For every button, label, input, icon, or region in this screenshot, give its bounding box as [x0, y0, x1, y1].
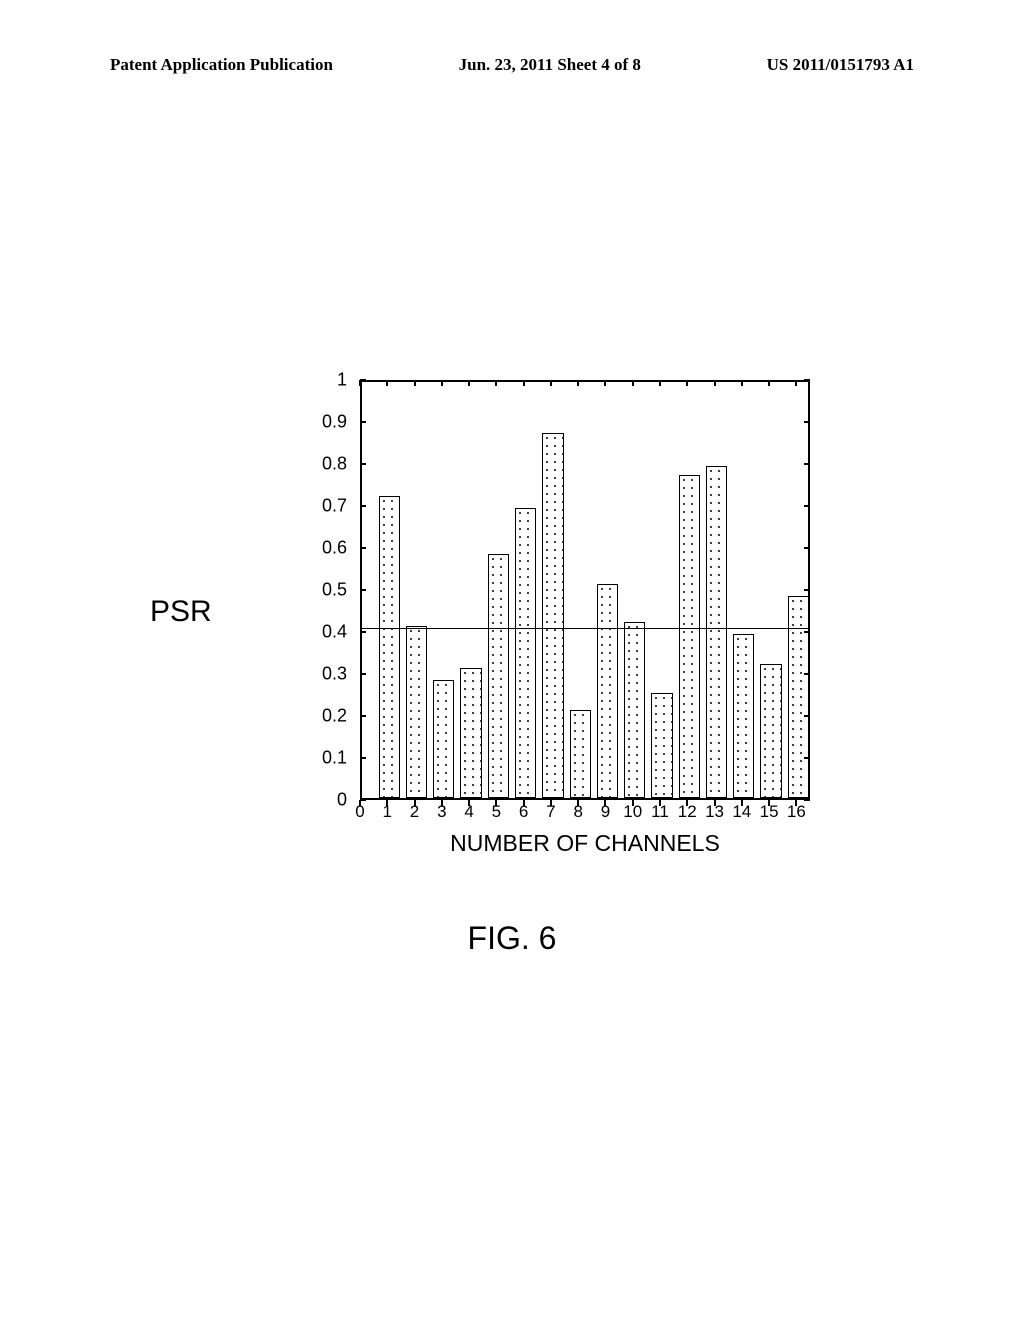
x-tick-mark [768, 800, 770, 806]
y-tick-label: 0.9 [322, 412, 347, 433]
x-tick-mark-top [795, 380, 797, 386]
y-tick-mark [360, 505, 366, 507]
bar [706, 466, 727, 798]
x-tick-mark [523, 800, 525, 806]
bar [679, 475, 700, 798]
x-tick-mark [386, 800, 388, 806]
y-tick-mark [360, 421, 366, 423]
x-tick-mark-top [659, 380, 661, 386]
x-tick-mark [632, 800, 634, 806]
x-tick-mark [550, 800, 552, 806]
threshold-line [362, 628, 810, 630]
bar [788, 596, 809, 798]
y-tick-mark-right [804, 463, 810, 465]
y-tick-label: 0 [337, 790, 347, 811]
x-tick-mark-top [441, 380, 443, 386]
bar [542, 433, 563, 798]
x-tick-mark [659, 800, 661, 806]
x-tick-mark [795, 800, 797, 806]
y-tick-mark-right [804, 757, 810, 759]
bar [460, 668, 481, 798]
x-tick-mark-top [359, 380, 361, 386]
bar [733, 634, 754, 798]
header-center: Jun. 23, 2011 Sheet 4 of 8 [459, 55, 641, 75]
y-tick-mark-right [804, 715, 810, 717]
y-tick-label: 0.7 [322, 496, 347, 517]
x-axis-label: NUMBER OF CHANNELS [360, 830, 810, 857]
y-tick-mark-right [804, 673, 810, 675]
y-tick-label: 0.8 [322, 454, 347, 475]
header-right: US 2011/0151793 A1 [767, 55, 914, 75]
x-tick-mark [577, 800, 579, 806]
y-tick-label: 0.3 [322, 664, 347, 685]
x-tick-mark [714, 800, 716, 806]
x-tick-mark-top [523, 380, 525, 386]
y-tick-label: 0.5 [322, 580, 347, 601]
y-tick-mark-right [804, 505, 810, 507]
bar [624, 622, 645, 798]
bar [488, 554, 509, 798]
y-tick-mark [360, 631, 366, 633]
y-tick-label: 1 [337, 370, 347, 391]
y-tick-label: 0.2 [322, 706, 347, 727]
y-tick-mark-right [804, 421, 810, 423]
x-tick-mark-top [577, 380, 579, 386]
page-header: Patent Application Publication Jun. 23, … [0, 55, 1024, 75]
x-tick-mark-top [714, 380, 716, 386]
x-tick-mark-top [741, 380, 743, 386]
bar [433, 680, 454, 798]
x-tick-mark [741, 800, 743, 806]
plot-area [360, 380, 810, 800]
bar [760, 664, 781, 798]
x-tick-mark [414, 800, 416, 806]
x-tick-mark [686, 800, 688, 806]
bar [379, 496, 400, 798]
y-tick-mark [360, 589, 366, 591]
figure-caption: FIG. 6 [0, 920, 1024, 957]
y-axis-ticks: 00.10.20.30.40.50.60.70.80.91 [305, 380, 355, 800]
x-tick-mark [359, 800, 361, 806]
y-axis-label: PSR [150, 595, 212, 629]
y-tick-mark-right [804, 547, 810, 549]
x-tick-mark [441, 800, 443, 806]
y-tick-mark-right [804, 631, 810, 633]
y-tick-mark [360, 463, 366, 465]
bar [570, 710, 591, 798]
x-tick-mark [604, 800, 606, 806]
header-left: Patent Application Publication [110, 55, 333, 75]
x-tick-mark-top [414, 380, 416, 386]
x-tick-mark-top [686, 380, 688, 386]
bar [651, 693, 672, 798]
y-tick-mark-right [804, 589, 810, 591]
chart-area: 00.10.20.30.40.50.60.70.80.91 0123456789… [305, 370, 825, 850]
x-tick-mark-top [632, 380, 634, 386]
y-tick-label: 0.4 [322, 622, 347, 643]
bar [515, 508, 536, 798]
x-tick-mark-top [468, 380, 470, 386]
y-tick-label: 0.1 [322, 748, 347, 769]
y-tick-mark-right [804, 379, 810, 381]
x-tick-mark-top [386, 380, 388, 386]
y-tick-label: 0.6 [322, 538, 347, 559]
y-tick-mark [360, 715, 366, 717]
y-tick-mark [360, 673, 366, 675]
x-tick-mark-top [604, 380, 606, 386]
bar [597, 584, 618, 798]
bar [406, 626, 427, 798]
y-tick-mark-right [804, 799, 810, 801]
x-tick-mark [468, 800, 470, 806]
x-tick-mark [495, 800, 497, 806]
x-tick-mark-top [768, 380, 770, 386]
y-tick-mark [360, 547, 366, 549]
x-tick-mark-top [495, 380, 497, 386]
y-tick-mark [360, 757, 366, 759]
x-tick-mark-top [550, 380, 552, 386]
